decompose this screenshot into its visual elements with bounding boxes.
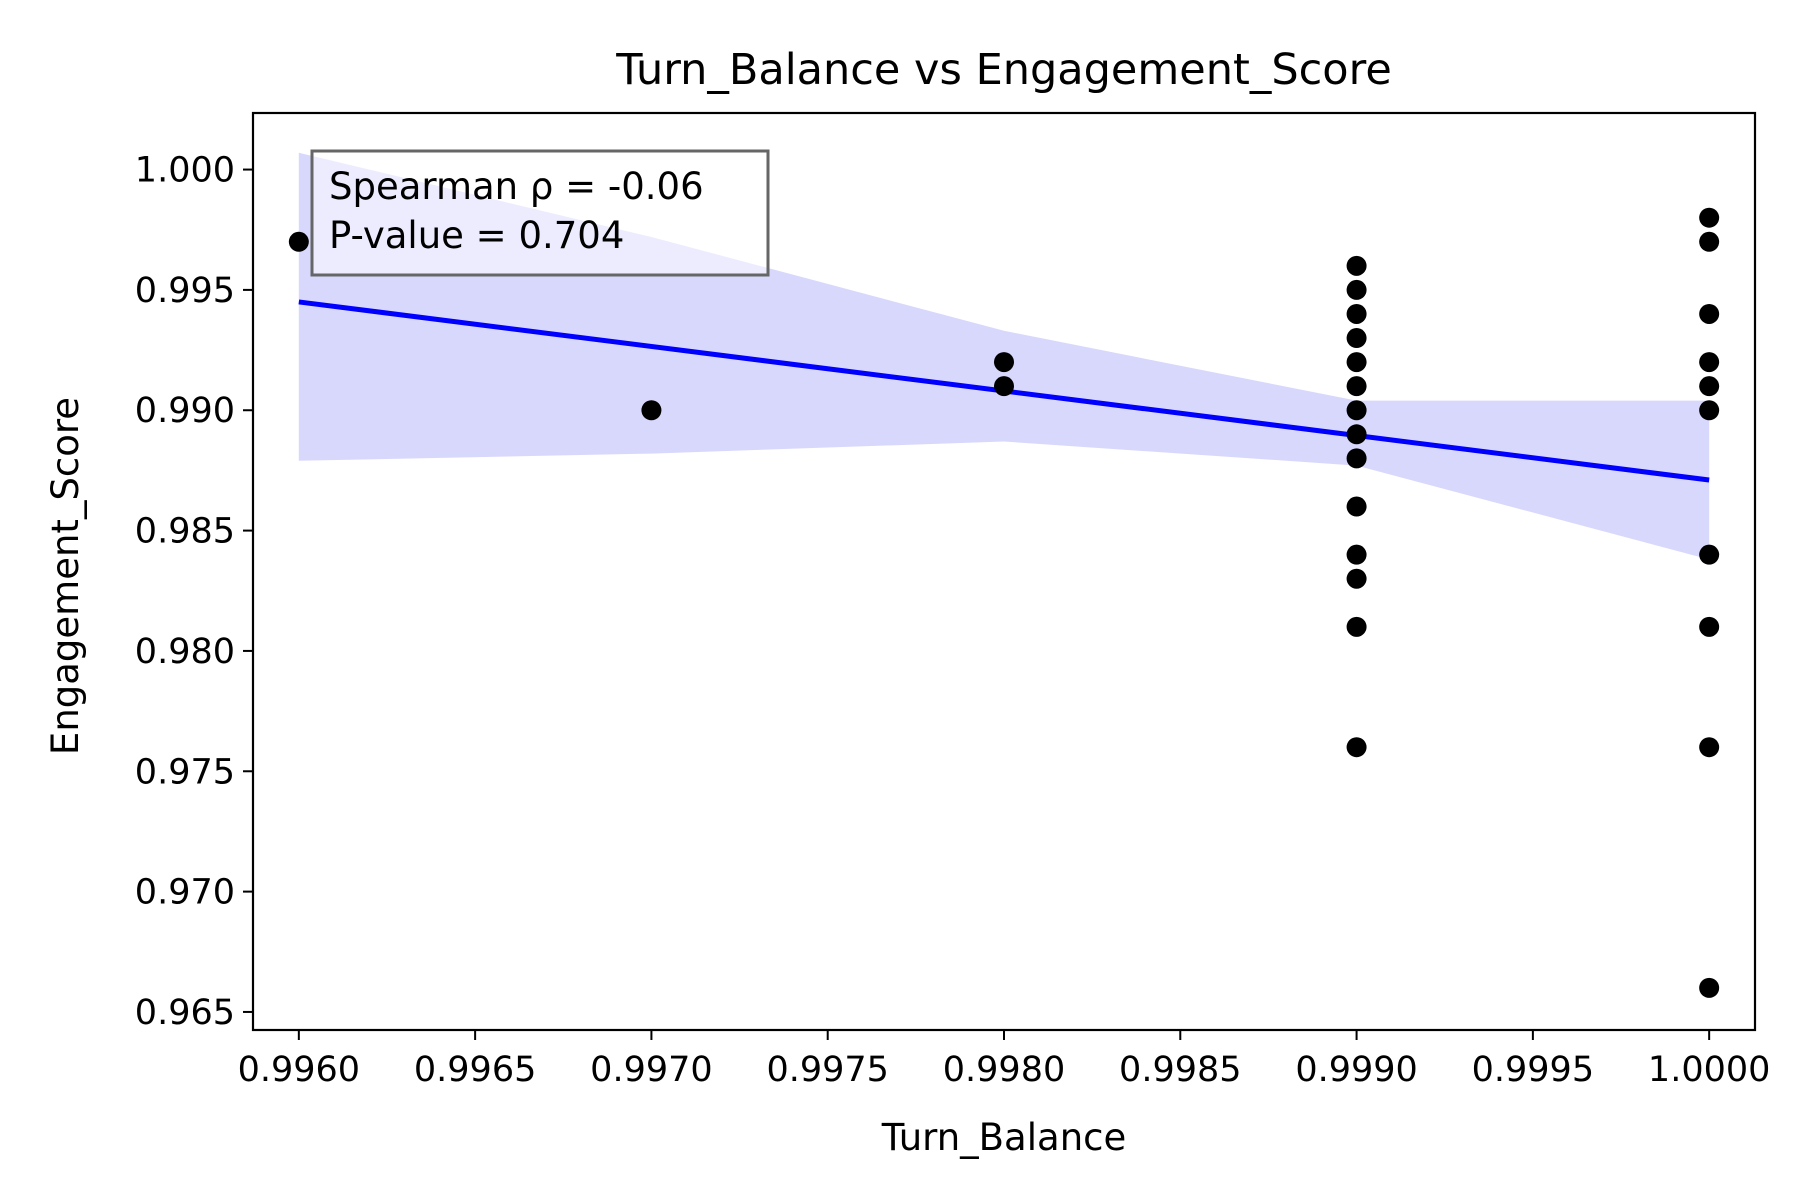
y-tick-label: 0.965 (135, 993, 235, 1033)
data-point (1699, 352, 1720, 373)
data-point (1346, 424, 1367, 445)
data-point (1699, 303, 1720, 324)
x-tick-label: 0.9970 (590, 1050, 712, 1090)
data-point (1699, 376, 1720, 397)
chart-title: Turn_Balance vs Engagement_Score (615, 45, 1392, 95)
data-point (1699, 977, 1720, 998)
data-point (1346, 568, 1367, 589)
data-points-layer (288, 207, 1720, 998)
y-axis: 0.965 0.970 0.975 0.980 0.985 0.990 0.995 1.000 (135, 151, 253, 1033)
x-tick-label: 0.9965 (414, 1050, 536, 1090)
x-tick-label: 0.9975 (766, 1050, 888, 1090)
y-tick-label: 0.995 (135, 271, 235, 311)
y-tick-label: 1.000 (135, 151, 235, 191)
x-tick-label: 0.9995 (1472, 1050, 1594, 1090)
p-value-text: P-value = 0.704 (329, 214, 624, 257)
data-point (1699, 207, 1720, 228)
data-point (1346, 544, 1367, 565)
data-point (1346, 737, 1367, 758)
x-tick-label: 0.9960 (238, 1050, 360, 1090)
y-tick-label: 0.980 (135, 632, 235, 672)
data-point (994, 352, 1014, 373)
y-tick-label: 0.990 (135, 391, 235, 431)
data-point (1346, 496, 1367, 517)
data-point (994, 376, 1014, 397)
data-point (1346, 400, 1367, 421)
x-axis-label: Turn_Balance (881, 1116, 1127, 1159)
data-point (1346, 352, 1367, 373)
data-point (1346, 376, 1367, 397)
x-tick-label: 0.9990 (1295, 1050, 1417, 1090)
data-point (1699, 400, 1720, 421)
data-point (641, 400, 662, 421)
y-tick-label: 0.970 (135, 873, 235, 913)
data-point (1346, 448, 1367, 469)
data-point (288, 231, 309, 252)
y-tick-label: 0.975 (135, 752, 235, 792)
y-tick-label: 0.985 (135, 512, 235, 552)
x-axis: 0.9960 0.9965 0.9970 0.9975 0.9980 0.9985 0.99… (238, 1030, 1770, 1090)
x-tick-label: 0.9980 (943, 1050, 1065, 1090)
data-point (1699, 737, 1720, 758)
stats-annotation: Spearman ρ = -0.06 P-value = 0.704 (310, 149, 770, 277)
x-tick-label: 1.0000 (1648, 1050, 1770, 1090)
data-point (1346, 616, 1367, 637)
data-point (1699, 231, 1720, 252)
y-axis-label: Engagement_Score (44, 397, 87, 755)
data-point (1346, 279, 1367, 300)
data-point (1699, 616, 1720, 637)
data-point (1346, 303, 1367, 324)
stats-annotation-box (310, 149, 770, 277)
x-tick-label: 0.9985 (1119, 1050, 1241, 1090)
data-point (1346, 255, 1367, 276)
data-point (1699, 544, 1720, 565)
spearman-text: Spearman ρ = -0.06 (329, 165, 704, 208)
data-point (1346, 328, 1367, 349)
